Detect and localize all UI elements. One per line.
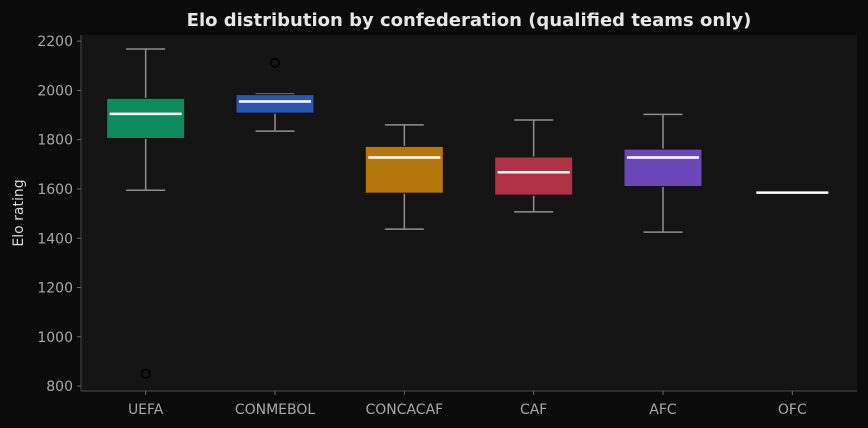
y-tick-label: 2000 (37, 83, 73, 99)
x-tick-label: OFC (778, 402, 807, 418)
y-tick-label: 1400 (37, 231, 73, 247)
x-tick-label: UEFA (128, 402, 164, 418)
box-iqr (364, 145, 444, 194)
box-concacaf (364, 124, 444, 230)
y-tick-label: 1600 (37, 182, 73, 198)
x-tick-label: AFC (649, 402, 677, 418)
box-iqr (494, 156, 574, 196)
x-axis: UEFA CONMEBOL CONCACAF CAF AFC OFC (81, 390, 857, 418)
box-iqr (623, 148, 703, 188)
x-tick-label: CONMEBOL (235, 402, 316, 418)
box-iqr (235, 94, 315, 114)
x-tick-label: CONCACAF (365, 402, 443, 418)
outlier-point (140, 368, 151, 379)
y-tick-label: 1800 (37, 133, 73, 149)
y-tick-label: 1000 (37, 330, 73, 346)
box-iqr (106, 97, 186, 139)
chart-title: Elo distribution by confederation (quali… (187, 10, 752, 31)
box-caf (494, 119, 574, 213)
box-uefa (106, 48, 186, 379)
box-series (106, 48, 829, 379)
plot-area (81, 35, 857, 391)
y-axis: 800 1000 1200 1400 1600 1800 2000 2200 (37, 34, 82, 395)
outlier-point (270, 57, 280, 68)
box-conmebol (235, 57, 315, 132)
y-tick-label: 800 (46, 379, 73, 395)
x-tick-label: CAF (520, 402, 547, 418)
y-tick-label: 2200 (37, 34, 73, 50)
y-axis-label: Elo rating (11, 179, 27, 246)
box-afc (623, 113, 703, 233)
y-tick-label: 1200 (37, 281, 73, 297)
